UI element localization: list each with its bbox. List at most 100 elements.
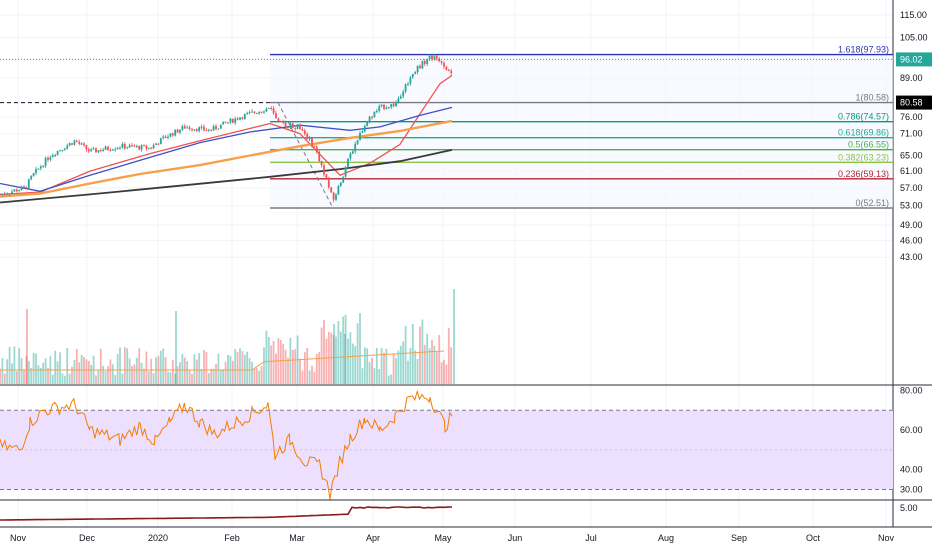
- candle[interactable]: [75, 140, 78, 142]
- candle[interactable]: [447, 69, 450, 71]
- candle[interactable]: [349, 153, 352, 159]
- candle[interactable]: [287, 126, 289, 128]
- price-axis[interactable]: 115.00 105.00 89.00 76.00 71.00 65.00 61.00 57.…: [896, 10, 932, 513]
- candle[interactable]: [308, 137, 311, 139]
- candle[interactable]: [85, 145, 88, 150]
- candle[interactable]: [121, 143, 124, 148]
- candle[interactable]: [159, 138, 162, 145]
- candle[interactable]: [47, 157, 49, 160]
- candle[interactable]: [107, 146, 109, 150]
- candle[interactable]: [42, 165, 45, 167]
- candle[interactable]: [68, 143, 71, 146]
- candle[interactable]: [351, 151, 354, 154]
- candle[interactable]: [219, 124, 222, 129]
- candle[interactable]: [282, 121, 285, 123]
- candle[interactable]: [291, 123, 294, 128]
- candle[interactable]: [181, 126, 184, 130]
- candle[interactable]: [205, 130, 208, 132]
- candle[interactable]: [32, 173, 35, 177]
- candle[interactable]: [18, 190, 21, 192]
- candle[interactable]: [56, 150, 59, 155]
- candle[interactable]: [325, 174, 328, 179]
- candle[interactable]: [279, 120, 282, 122]
- candle[interactable]: [323, 165, 325, 175]
- candle[interactable]: [371, 116, 373, 118]
- candle[interactable]: [234, 118, 237, 123]
- candle[interactable]: [356, 140, 359, 144]
- candle[interactable]: [167, 136, 169, 138]
- candle[interactable]: [404, 84, 407, 92]
- candle[interactable]: [224, 121, 227, 123]
- candle[interactable]: [339, 182, 342, 186]
- candle[interactable]: [200, 126, 203, 128]
- candle[interactable]: [411, 73, 414, 78]
- candle[interactable]: [450, 70, 453, 74]
- candle[interactable]: [378, 106, 381, 111]
- candle[interactable]: [327, 178, 330, 188]
- candle[interactable]: [193, 129, 196, 131]
- candle[interactable]: [423, 60, 426, 64]
- candle[interactable]: [260, 111, 263, 113]
- candle[interactable]: [169, 133, 172, 137]
- candle[interactable]: [3, 193, 6, 195]
- candle[interactable]: [236, 118, 239, 120]
- candle[interactable]: [203, 126, 205, 131]
- candle[interactable]: [301, 129, 304, 131]
- candle[interactable]: [320, 161, 323, 166]
- candle[interactable]: [27, 179, 30, 188]
- candle[interactable]: [87, 149, 90, 152]
- candle[interactable]: [416, 65, 419, 73]
- candle[interactable]: [97, 150, 100, 153]
- candle[interactable]: [428, 55, 431, 60]
- candle[interactable]: [246, 112, 249, 115]
- candle[interactable]: [392, 104, 395, 107]
- candle[interactable]: [44, 157, 47, 166]
- candle[interactable]: [368, 116, 371, 122]
- candle[interactable]: [83, 143, 85, 146]
- candle[interactable]: [71, 143, 73, 145]
- candle[interactable]: [435, 55, 438, 59]
- candle[interactable]: [8, 193, 11, 195]
- candle[interactable]: [15, 189, 18, 192]
- candle[interactable]: [306, 133, 309, 139]
- candle[interactable]: [248, 112, 251, 114]
- candle[interactable]: [215, 126, 217, 129]
- candle[interactable]: [126, 147, 129, 149]
- candle[interactable]: [20, 186, 23, 191]
- candle[interactable]: [99, 150, 102, 152]
- candle[interactable]: [30, 176, 33, 180]
- candle[interactable]: [399, 96, 402, 99]
- marked-price-badge[interactable]: [896, 95, 932, 110]
- candle[interactable]: [222, 121, 225, 125]
- candle[interactable]: [239, 117, 241, 120]
- candle[interactable]: [198, 127, 201, 132]
- candle[interactable]: [289, 123, 292, 128]
- candle[interactable]: [440, 61, 443, 63]
- candle[interactable]: [227, 122, 229, 124]
- candle[interactable]: [186, 127, 189, 129]
- candle[interactable]: [414, 72, 417, 74]
- candle[interactable]: [174, 129, 177, 136]
- candle[interactable]: [433, 55, 436, 60]
- candle[interactable]: [147, 147, 150, 149]
- candle[interactable]: [342, 176, 345, 183]
- candle[interactable]: [383, 104, 385, 109]
- candle[interactable]: [419, 65, 421, 69]
- candle[interactable]: [59, 150, 61, 152]
- candle[interactable]: [155, 143, 157, 145]
- candle[interactable]: [315, 146, 318, 152]
- candle[interactable]: [354, 143, 357, 152]
- candle[interactable]: [387, 107, 390, 109]
- lower-indicator-pane[interactable]: [0, 506, 453, 521]
- candle[interactable]: [35, 169, 37, 174]
- fibonacci-retracement[interactable]: 1.618(97.93) 1(80.58) 0.786(74.57) 0.618(69…: [0, 45, 893, 209]
- candle[interactable]: [143, 145, 145, 147]
- candle[interactable]: [251, 111, 253, 113]
- candle[interactable]: [361, 131, 364, 133]
- candle[interactable]: [191, 129, 193, 131]
- candle[interactable]: [133, 145, 136, 147]
- candle[interactable]: [445, 66, 448, 70]
- candle[interactable]: [104, 146, 107, 150]
- candle[interactable]: [116, 147, 119, 150]
- candle[interactable]: [426, 59, 429, 64]
